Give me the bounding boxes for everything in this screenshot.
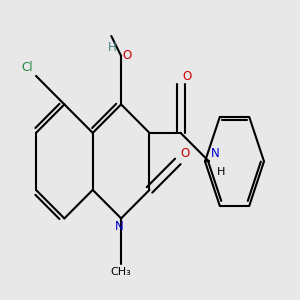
- Text: H: H: [108, 41, 117, 54]
- Text: O: O: [182, 70, 191, 83]
- Text: CH₃: CH₃: [111, 267, 131, 277]
- Text: Cl: Cl: [21, 61, 33, 74]
- Text: N: N: [211, 147, 219, 160]
- Text: O: O: [123, 50, 132, 62]
- Text: N: N: [115, 220, 124, 233]
- Text: O: O: [181, 147, 190, 160]
- Text: H: H: [217, 167, 225, 177]
